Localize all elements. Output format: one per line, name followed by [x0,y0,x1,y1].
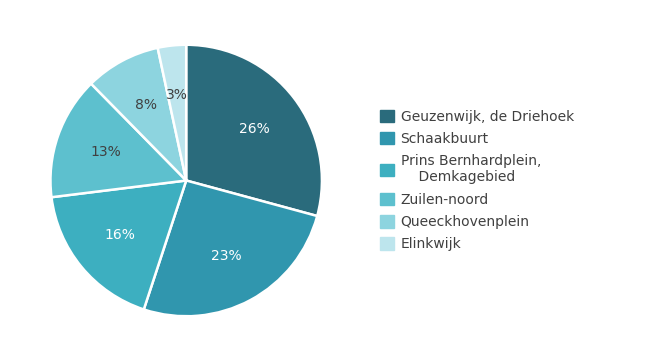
Text: 16%: 16% [104,228,136,242]
Text: 23%: 23% [211,249,242,263]
Text: 13%: 13% [90,145,121,159]
Text: 26%: 26% [239,122,269,135]
Wedge shape [186,45,322,216]
Wedge shape [51,84,186,197]
Wedge shape [144,180,317,316]
Text: 8%: 8% [134,98,157,112]
Text: 3%: 3% [166,88,188,103]
Wedge shape [91,48,186,180]
Wedge shape [51,180,186,309]
Wedge shape [158,45,186,180]
Legend: Geuzenwijk, de Driehoek, Schaakbuurt, Prins Bernhardplein,
    Demkagebied, Zuil: Geuzenwijk, de Driehoek, Schaakbuurt, Pr… [380,110,574,251]
